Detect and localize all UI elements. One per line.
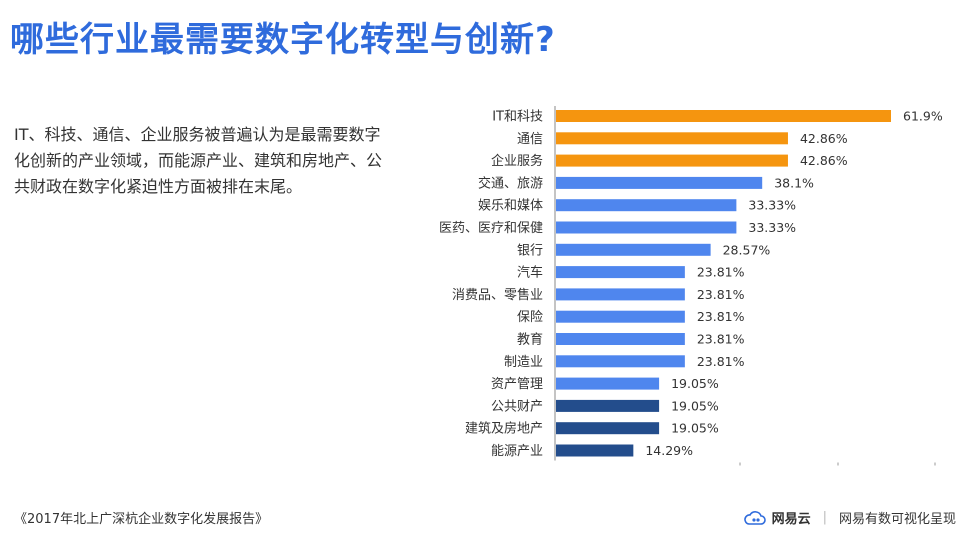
category-label: 交通、旅游	[478, 175, 543, 191]
value-label: 19.05%	[671, 398, 719, 413]
category-label: 能源产业	[491, 444, 543, 459]
value-label: 28.57%	[723, 242, 771, 257]
bar	[556, 355, 685, 368]
bar	[556, 333, 685, 345]
category-label: 公共财产	[491, 399, 543, 414]
bar	[556, 154, 788, 167]
value-label: 14.29%	[645, 443, 693, 458]
value-label: 23.81%	[697, 287, 745, 302]
bar	[556, 176, 763, 189]
bar	[556, 444, 634, 457]
value-label: 19.05%	[671, 421, 719, 436]
brand-name: 网易云	[771, 512, 811, 527]
category-label: 建筑及房地产	[465, 421, 543, 437]
value-label: 23.81%	[697, 332, 745, 347]
category-label: 教育	[517, 332, 543, 348]
category-label: 银行	[517, 243, 543, 258]
divider: |	[822, 510, 827, 525]
bar	[556, 266, 685, 279]
value-label: 61.9%	[903, 109, 943, 124]
category-label: 资产管理	[491, 377, 543, 392]
bar	[556, 110, 891, 122]
brand-tagline: 网易有数可视化呈现	[838, 512, 956, 527]
value-label: 42.86%	[800, 131, 848, 146]
value-label: 33.33%	[748, 198, 796, 213]
bar	[556, 243, 711, 256]
bar	[556, 221, 737, 234]
category-label: 保险	[517, 310, 543, 325]
value-label: 19.05%	[671, 376, 719, 391]
bar	[556, 377, 660, 390]
bar	[556, 399, 660, 412]
bar	[556, 288, 685, 301]
footer-branding: 网易云 | 网易有数可视化呈现	[743, 508, 956, 527]
category-label: 汽车	[517, 265, 543, 281]
category-label: 娱乐和媒体	[478, 199, 543, 214]
category-label: 消费品、零售业	[452, 287, 543, 303]
value-label: 42.86%	[800, 153, 848, 168]
bar	[556, 199, 737, 212]
bar	[556, 310, 685, 323]
category-label: 通信	[517, 132, 543, 147]
category-label: 制造业	[504, 355, 543, 370]
category-label: 企业服务	[491, 153, 543, 169]
value-label: 33.33%	[748, 220, 796, 235]
value-label: 23.81%	[697, 309, 745, 324]
bar	[556, 422, 660, 435]
cloud-icon	[743, 510, 766, 525]
category-label: 医药、医疗和保健	[439, 221, 543, 236]
description-text: IT、科技、通信、企业服务被普遍认为是最需要数字化创新的产业领域，而能源产业、建…	[14, 125, 383, 196]
source-citation: 《2017年北上广深杭企业数字化发展报告》	[14, 512, 269, 527]
value-label: 23.81%	[697, 354, 745, 369]
bar	[556, 132, 788, 145]
page-title: 哪些行业最需要数字化转型与创新?	[10, 20, 556, 60]
category-label: IT和科技	[492, 110, 543, 125]
value-label: 38.1%	[774, 175, 814, 190]
value-label: 23.81%	[697, 265, 745, 280]
